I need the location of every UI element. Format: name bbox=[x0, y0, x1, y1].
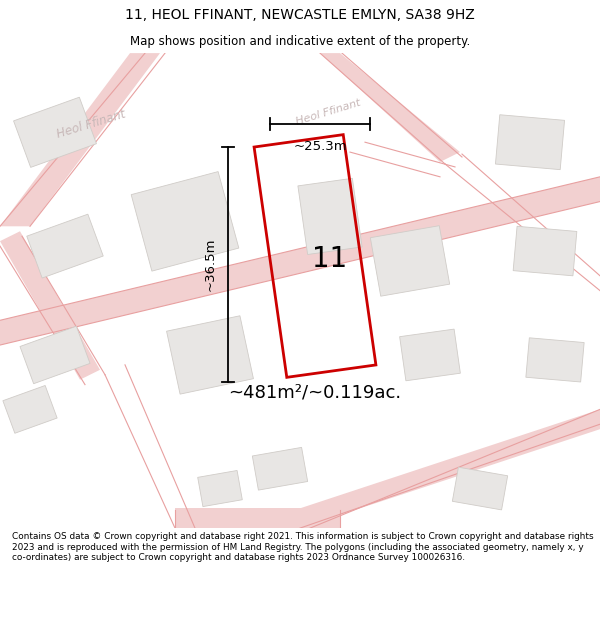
Text: Heol Ffinant: Heol Ffinant bbox=[55, 107, 127, 141]
Polygon shape bbox=[14, 98, 97, 168]
Text: ~481m²/~0.119ac.: ~481m²/~0.119ac. bbox=[228, 384, 401, 401]
Polygon shape bbox=[400, 329, 460, 381]
Text: Heol Ffinant: Heol Ffinant bbox=[295, 98, 362, 127]
Polygon shape bbox=[370, 226, 449, 296]
Polygon shape bbox=[27, 214, 103, 278]
Text: 11: 11 bbox=[313, 245, 347, 273]
Polygon shape bbox=[526, 338, 584, 382]
Polygon shape bbox=[298, 178, 362, 254]
Polygon shape bbox=[452, 468, 508, 510]
Polygon shape bbox=[167, 316, 253, 394]
Polygon shape bbox=[0, 177, 600, 345]
Polygon shape bbox=[300, 409, 600, 528]
Polygon shape bbox=[253, 448, 308, 490]
Polygon shape bbox=[0, 53, 160, 226]
Polygon shape bbox=[131, 172, 239, 271]
Polygon shape bbox=[20, 326, 90, 384]
Text: ~36.5m: ~36.5m bbox=[203, 238, 217, 291]
Polygon shape bbox=[496, 115, 565, 169]
Polygon shape bbox=[175, 508, 340, 528]
Polygon shape bbox=[3, 386, 57, 433]
Text: 11, HEOL FFINANT, NEWCASTLE EMLYN, SA38 9HZ: 11, HEOL FFINANT, NEWCASTLE EMLYN, SA38 … bbox=[125, 8, 475, 22]
Polygon shape bbox=[513, 226, 577, 276]
Polygon shape bbox=[320, 53, 460, 162]
Polygon shape bbox=[0, 231, 100, 379]
Text: Map shows position and indicative extent of the property.: Map shows position and indicative extent… bbox=[130, 35, 470, 48]
Text: Contains OS data © Crown copyright and database right 2021. This information is : Contains OS data © Crown copyright and d… bbox=[12, 532, 593, 562]
Polygon shape bbox=[197, 471, 242, 507]
Text: ~25.3m: ~25.3m bbox=[293, 139, 347, 152]
